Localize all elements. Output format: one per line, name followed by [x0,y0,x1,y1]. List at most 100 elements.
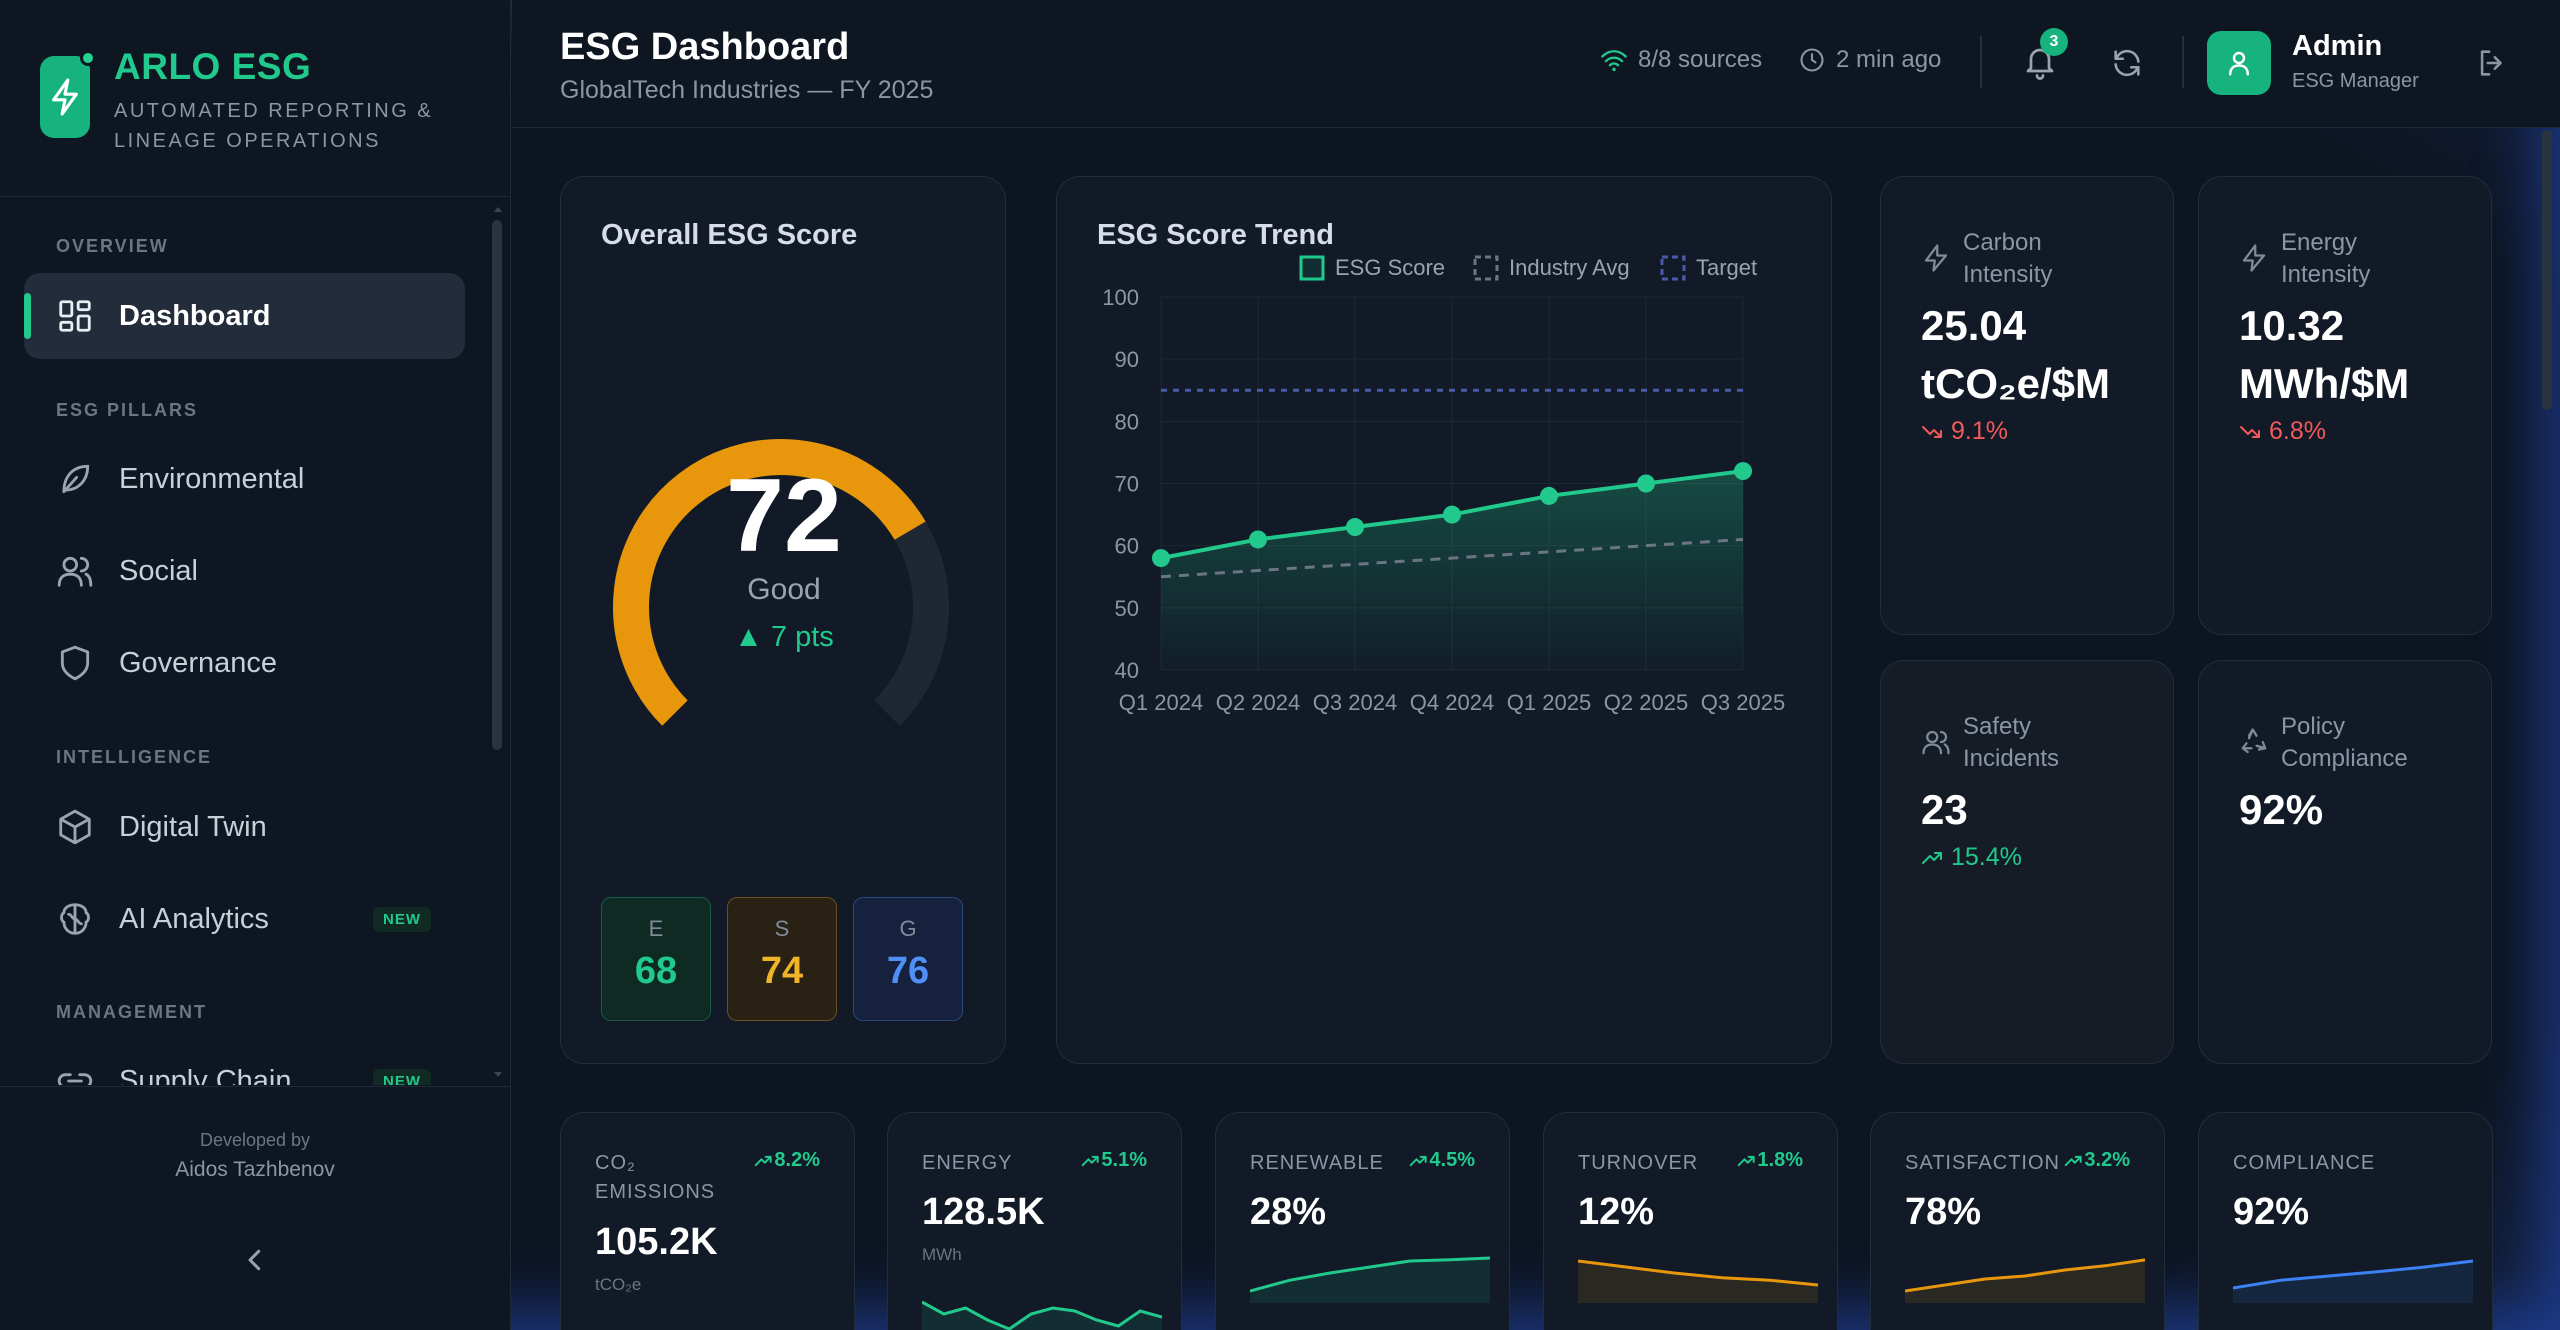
developed-by-label: Developed by [199,1130,311,1150]
score-rating: Good [747,573,821,606]
shield-icon [60,645,90,681]
kpi-value: 10.32 MWh/$M [2239,302,2410,407]
trend-chart-card: ESG Score Trend 100 90 80 70 60 50 40 Q1 2024 Q2… [1056,176,1832,1064]
recycle-icon [2241,728,2267,754]
kpi-card-energy-intensity[interactable]: Energy Intensity 10.32 MWh/$M 6.8% [2198,176,2492,635]
industry-avg-line [1160,537,1744,579]
sidebar-item-label: Supply Chain [119,1064,292,1086]
sidebar-item-label: Governance [119,646,277,679]
kpi-delta: 15.4% [1921,843,2022,872]
sidebar-item-label: Environmental [119,462,305,495]
esg-score-point [1249,530,1267,549]
pillar-value: 76 [886,950,930,992]
sparkline [1578,1259,1818,1303]
users-icon [57,556,93,587]
metric-card-satisfaction[interactable]: SATISFACTION 3.2% 78% [1870,1112,2165,1330]
pillar-value: 74 [760,950,804,992]
metric-card-energy[interactable]: ENERGY 5.1% 128.5K MWh [887,1112,1182,1330]
chevron-left-icon[interactable] [240,1245,270,1275]
trend-up-icon [755,1155,773,1166]
divider [0,1086,510,1087]
x-tick-label: Q2 2025 [1604,690,1688,715]
kpi-value: 25.04 tCO₂e/$M [1921,302,2111,407]
pillar-g-score[interactable]: G 76 [853,897,963,1021]
sparkline-line [1578,1259,1818,1287]
metric-delta: 8.2% [754,1149,820,1172]
gauge-fill [613,439,926,726]
metric-label: COMPLIANCE [2233,1152,2376,1174]
sparkline-area [1905,1259,2145,1303]
y-tick-label: 80 [1115,409,1139,434]
esg-score-point [1152,549,1170,568]
scroll-down-icon[interactable] [492,1070,504,1080]
y-tick-label: 50 [1115,596,1139,621]
nav-section-management: MANAGEMENT [56,1002,207,1022]
x-tick-label: Q1 2025 [1507,690,1591,715]
clock-icon [1800,48,1824,72]
pillar-label: G [899,916,917,941]
sidebar-item-ai-analytics[interactable]: AI Analytics NEW [24,876,465,962]
user-name: Admin [2292,30,2383,62]
metric-label: TURNOVER [1578,1152,1699,1174]
pillar-s-score[interactable]: S 74 [727,897,837,1021]
divider [1980,36,1982,88]
y-tick-label: 100 [1102,285,1139,310]
nav-section-overview: OVERVIEW [56,236,169,256]
metric-label: SATISFACTION [1905,1152,2060,1174]
metric-value: 12% [1578,1191,1655,1233]
metric-card-co-emissions[interactable]: CO₂ EMISSIONS 8.2% 105.2K tCO₂e [560,1112,855,1330]
link-icon [57,1073,93,1085]
sidebar-item-environmental[interactable]: Environmental [24,436,465,522]
sidebar-item-governance[interactable]: Governance [24,620,465,706]
pillar-e-score[interactable]: E 68 [601,897,711,1021]
kpi-card-policy-compliance[interactable]: Policy Compliance 92% [2198,660,2492,1064]
esg-score-point [1443,505,1461,524]
new-badge: NEW [373,1068,431,1085]
sidebar-item-supply-chain[interactable]: Supply Chain NEW [24,1038,465,1085]
sparkline [1905,1258,2145,1303]
metric-card-compliance[interactable]: COMPLIANCE 92% [2198,1112,2493,1330]
sidebar-item-digital-twin[interactable]: Digital Twin [24,784,465,870]
card-title: Overall ESG Score [601,219,858,251]
refresh-icon[interactable] [2110,46,2144,80]
sparkline [1250,1256,1490,1303]
esg-score-point [1637,474,1655,493]
wifi-icon [1601,50,1627,72]
kpi-card-safety-incidents[interactable]: Safety Incidents 23 15.4% [1880,660,2174,1064]
legend-label: Target [1696,255,1757,280]
x-tick-label: Q3 2025 [1701,690,1785,715]
sparkline-line [1250,1256,1490,1293]
metric-delta: 3.2% [2064,1149,2130,1172]
brand[interactable]: ARLO ESG AUTOMATED REPORTING & LINEAGE O… [40,44,480,154]
metric-card-renewable[interactable]: RENEWABLE 4.5% 28% [1215,1112,1510,1330]
sparkline-area [922,1302,1162,1330]
metric-card-turnover[interactable]: TURNOVER 1.8% 12% [1543,1112,1838,1330]
sparkline-area [1250,1258,1490,1303]
sidebar-item-label: Social [119,554,198,587]
avatar[interactable] [2207,31,2271,95]
scroll-up-icon[interactable] [492,204,504,214]
legend-swatch [1299,255,1325,281]
pillar-label: S [774,916,790,941]
sparkline [922,1300,1162,1330]
metric-label: CO₂ EMISSIONS [595,1152,716,1203]
developer-name: Aidos Tazhbenov [175,1158,335,1181]
sidebar-item-label: AI Analytics [119,902,269,935]
metric-value: 28% [1250,1191,1327,1233]
leaf-icon [62,464,90,494]
sidebar-scrollbar[interactable] [492,220,502,750]
sidebar-item-social[interactable]: Social [24,528,465,614]
trend-down-icon [2240,425,2260,438]
kpi-card-carbon-intensity[interactable]: Carbon Intensity 25.04 tCO₂e/$M 9.1% [1880,176,2174,635]
main-scrollbar[interactable] [2542,130,2552,410]
user-icon [2229,51,2249,76]
nav-section-intelligence: INTELLIGENCE [56,747,213,767]
trend-chart: 100 90 80 70 60 50 40 Q1 2024 Q2 2024 Q3 2024 Q4 2… [1102,255,1785,715]
x-tick-label: Q3 2024 [1313,690,1397,715]
sidebar-item-dashboard[interactable]: Dashboard [24,273,465,359]
kpi-label: Carbon Intensity [1963,229,2053,288]
logout-icon[interactable] [2475,46,2509,80]
metric-value: 78% [1905,1191,1982,1233]
metric-delta: 4.5% [1409,1149,1475,1172]
sources-status: 8/8 sources [1600,46,1762,74]
